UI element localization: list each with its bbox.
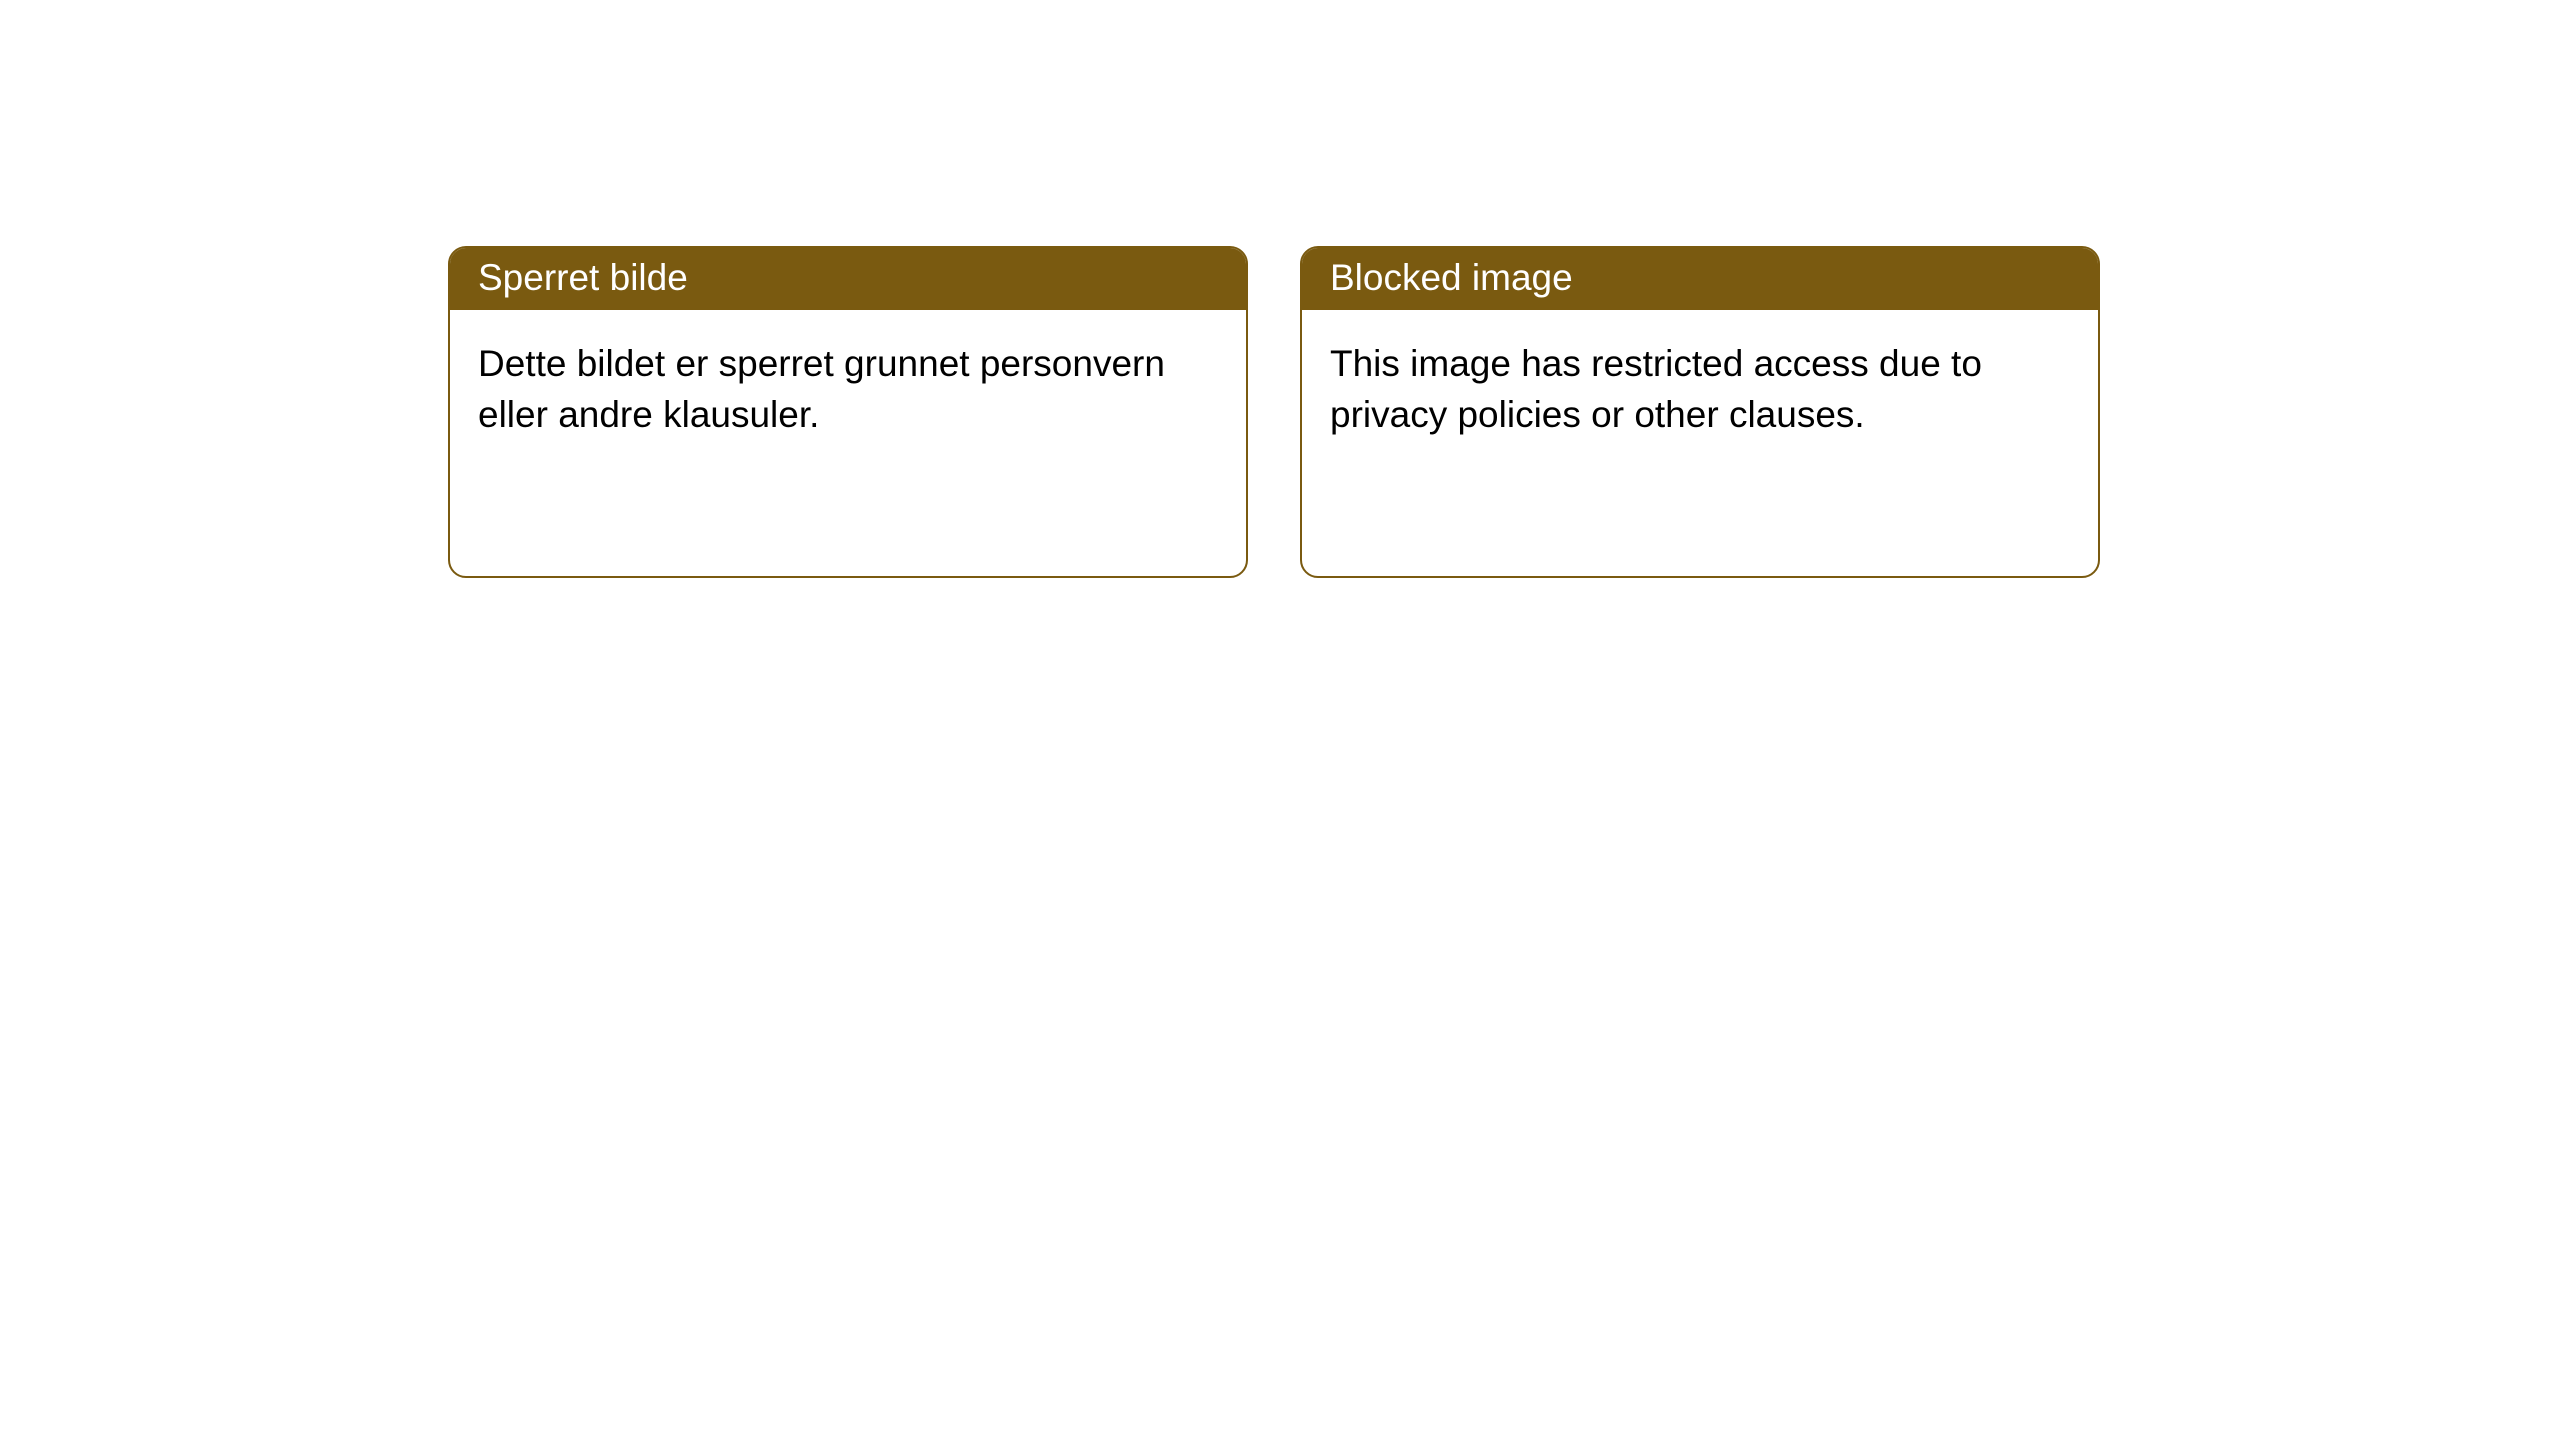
notice-card-norwegian: Sperret bilde Dette bildet er sperret gr… [448,246,1248,578]
notice-header-norwegian: Sperret bilde [450,248,1246,310]
notice-cards-container: Sperret bilde Dette bildet er sperret gr… [448,246,2100,578]
notice-header-english: Blocked image [1302,248,2098,310]
notice-card-english: Blocked image This image has restricted … [1300,246,2100,578]
notice-body-norwegian: Dette bildet er sperret grunnet personve… [450,310,1246,468]
notice-body-english: This image has restricted access due to … [1302,310,2098,468]
